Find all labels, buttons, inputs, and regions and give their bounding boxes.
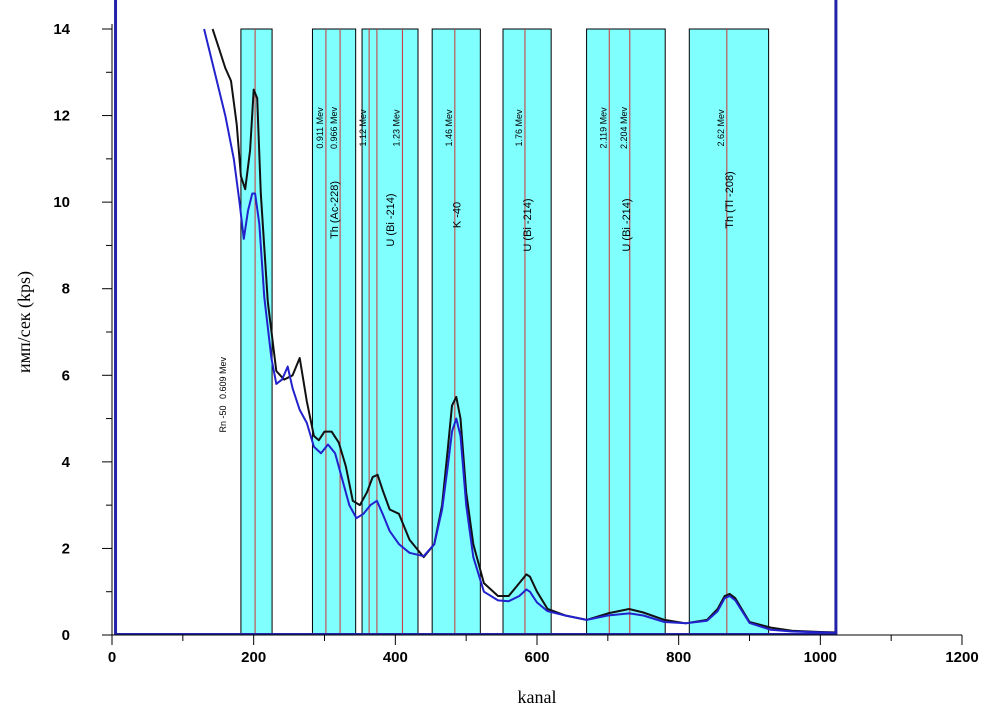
y-tick-label: 2 — [62, 540, 70, 557]
x-tick-label: 200 — [241, 649, 266, 666]
band-label: Th (Tl -208) — [724, 171, 736, 228]
energy-label: 1.23 Mev — [391, 109, 401, 147]
band-label: U (Bi -214) — [621, 198, 633, 251]
y-tick-label: 14 — [53, 21, 70, 38]
x-tick-label: 1000 — [804, 649, 837, 666]
energy-label: 1.46 Mev — [444, 109, 454, 147]
y-tick-label: 0 — [62, 627, 70, 644]
energy-label: 0.966 Mev — [329, 106, 339, 149]
y-axis-label: имп/сек (kps) — [14, 271, 35, 373]
x-tick-label: 600 — [524, 649, 549, 666]
y-tick-label: 10 — [53, 194, 70, 211]
energy-label: 2.204 Mev — [619, 106, 629, 149]
energy-label: 0.911 Mev — [315, 107, 325, 149]
y-tick-label: 4 — [62, 454, 71, 471]
y-tick-label: 12 — [53, 108, 70, 125]
y-tick-label: 6 — [62, 367, 70, 384]
x-tick-label: 800 — [666, 649, 691, 666]
x-tick-label: 1200 — [945, 649, 978, 666]
y-tick-label: 8 — [62, 281, 70, 298]
energy-window-band — [503, 29, 551, 635]
x-tick-label: 400 — [383, 649, 408, 666]
energy-label: 2.62 Mev — [716, 109, 726, 147]
x-axis-label: kanal — [518, 687, 557, 707]
energy-label: 0.609 Mev — [218, 356, 228, 399]
x-tick-label: 0 — [108, 649, 116, 666]
energy-label: 2.119 Mev — [598, 107, 608, 149]
energy-label: 1.12 Mev — [358, 109, 368, 147]
band-label: K -40 — [451, 202, 463, 228]
band-label: U (Bi -214) — [522, 198, 534, 251]
band-label: U (Bi -214) — [385, 193, 397, 246]
rn-annotation: Rn -50 — [218, 405, 228, 432]
energy-label: 1.76 Mev — [514, 109, 524, 147]
band-label: Th (Ac-228) — [329, 181, 341, 239]
energy-window-band — [362, 29, 418, 635]
energy-window-band — [689, 29, 768, 635]
